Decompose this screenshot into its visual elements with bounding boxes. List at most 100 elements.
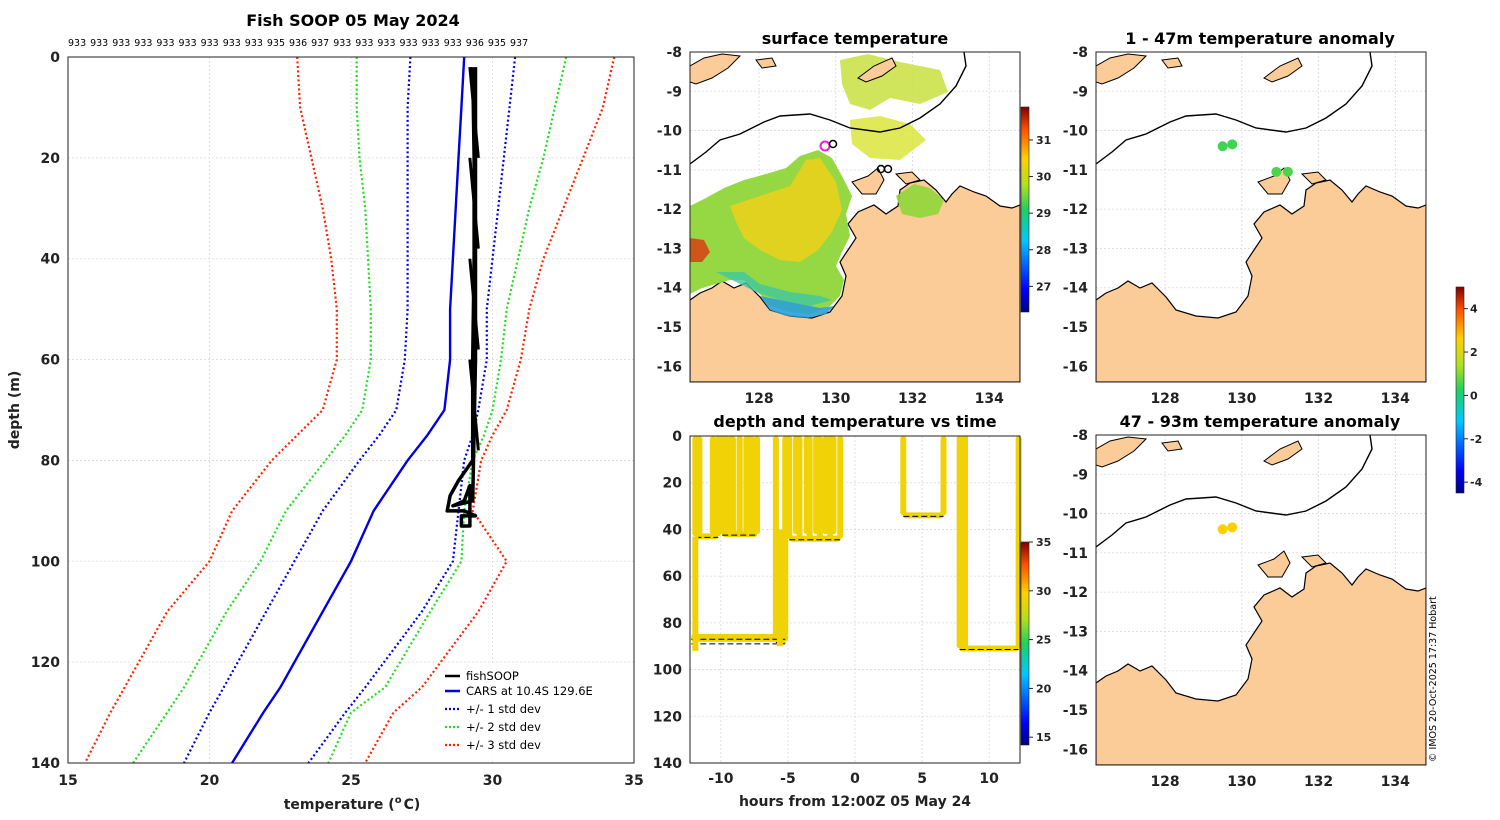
time-cast-deep xyxy=(692,536,699,651)
anom1-ytick: -9 xyxy=(1072,84,1088,100)
time-cast-extra xyxy=(709,436,716,535)
sst-ytick: -16 xyxy=(657,359,682,375)
sst-ytick: -8 xyxy=(666,45,682,61)
sst-ytick: -9 xyxy=(666,84,682,100)
time-cast-deep xyxy=(776,529,783,647)
time-ytick: 40 xyxy=(663,522,683,538)
anom2-panel: 47 - 93m temperature anomaly 128 130 132 13… xyxy=(1063,286,1483,790)
profile-top-label: 937 xyxy=(311,38,329,49)
sst-colorbar-label: 29 xyxy=(1036,207,1051,220)
anom1-contour xyxy=(1096,52,1373,165)
legend-cars: CARS at 10.4S 129.6E xyxy=(466,684,593,698)
profile-ytick: 120 xyxy=(31,655,60,671)
anom1-point xyxy=(1271,166,1282,177)
legend-1std: +/- 1 std dev xyxy=(466,702,541,716)
profile-top-label: 937 xyxy=(510,38,528,49)
time-cast-extra xyxy=(743,436,750,535)
time-session-floor xyxy=(959,645,1019,652)
profile-ylabel: depth (m) xyxy=(7,371,23,449)
profile-top-label: 933 xyxy=(422,38,440,49)
profile-top-label: 933 xyxy=(90,38,108,49)
anom2-island-mid2 xyxy=(1300,554,1327,568)
anom2-ytick: -16 xyxy=(1063,742,1088,758)
fishsoop-profile-trace xyxy=(468,359,480,451)
anom2-island-mid xyxy=(1257,550,1291,578)
time-cast xyxy=(837,436,844,539)
profile-title: Fish SOOP 05 May 2024 xyxy=(246,11,460,30)
sst-island-north xyxy=(690,53,742,85)
anom1-xtick: 130 xyxy=(1227,391,1256,407)
profile-legend: fishSOOP CARS at 10.4S 129.6E +/- 1 std … xyxy=(439,665,627,759)
anom2-ytick: -11 xyxy=(1063,546,1088,562)
sst-xtick: 128 xyxy=(744,391,773,407)
sst-marker-3 xyxy=(883,164,893,174)
anom-colorbar-label: 4 xyxy=(1470,303,1478,316)
profile-top-label: 935 xyxy=(488,38,506,49)
anom1-point xyxy=(1282,166,1293,177)
profile-top-label: 933 xyxy=(201,38,219,49)
credit-text: © IMOS 20-Oct-2025 17:37 Hobart xyxy=(1428,596,1439,762)
time-ytick: 20 xyxy=(663,476,683,492)
time-ytick: 80 xyxy=(663,616,683,632)
anom2-ytick: -9 xyxy=(1072,467,1088,483)
sst-land xyxy=(690,179,1020,382)
profile-top-label: 933 xyxy=(134,38,152,49)
sst-island-3 xyxy=(857,57,897,83)
sst-contour xyxy=(690,52,967,165)
time-cast-extra xyxy=(736,436,743,535)
anom1-point xyxy=(1227,139,1238,150)
time-xtick: 0 xyxy=(850,771,860,787)
anom1-title: 1 - 47m temperature anomaly xyxy=(1125,29,1395,48)
sst-colorbar-label: 27 xyxy=(1036,280,1051,293)
profile-panel: Fish SOOP 05 May 2024 933 933 933 933 933 933… xyxy=(7,11,644,813)
time-ytick: 140 xyxy=(653,756,682,772)
sst-ocean-east xyxy=(896,184,944,218)
sst-ticks: 128 130 132 134 -8 -9 -10 -11 -12 -13 -14 -15 -16 xyxy=(657,45,1004,407)
time-cast xyxy=(754,436,761,535)
profile-top-label: 933 xyxy=(355,38,373,49)
time-colorbar-label: 15 xyxy=(1036,731,1051,744)
anom2-island-3 xyxy=(1263,440,1303,466)
time-cast xyxy=(940,436,947,516)
anom2-xtick: 128 xyxy=(1150,774,1179,790)
profile-ytick: 100 xyxy=(31,554,60,570)
sst-ytick: -12 xyxy=(657,202,682,218)
profile-ytick: 0 xyxy=(50,50,60,66)
profile-top-labels: 933 933 933 933 933 933 933 933 933 935 936 937 933 9… xyxy=(68,38,528,49)
anom2-island-2 xyxy=(1161,440,1183,452)
anom2-axes-box xyxy=(1095,434,1427,766)
profile-top-label: 933 xyxy=(245,38,263,49)
time-data xyxy=(691,436,1022,652)
time-colorbar-label: 25 xyxy=(1036,634,1051,647)
profile-top-label: 933 xyxy=(179,38,197,49)
time-cast-extra xyxy=(696,436,703,535)
profile-ticks: 15 20 25 30 35 0 20 40 60 80 100 120 140 xyxy=(31,50,644,789)
anom1-axes-box xyxy=(1095,51,1427,383)
anom2-ytick: -15 xyxy=(1063,703,1088,719)
profile-axes-box xyxy=(67,56,635,764)
time-colorbar-label: 20 xyxy=(1036,682,1052,695)
time-xtick: -10 xyxy=(708,771,734,787)
anom1-ytick: -11 xyxy=(1063,163,1088,179)
anom-colorbar-label: 0 xyxy=(1470,389,1478,402)
sst-island-mid2 xyxy=(894,171,921,185)
anom2-xtick: 134 xyxy=(1381,774,1410,790)
sst-ytick: -11 xyxy=(657,163,682,179)
sst-title: surface temperature xyxy=(762,29,949,48)
anom1-map xyxy=(1096,52,1426,382)
time-ytick: 60 xyxy=(663,569,683,585)
time-cast-extra xyxy=(822,436,829,535)
profile-top-label: 933 xyxy=(223,38,241,49)
cars-minus-2std-line xyxy=(132,57,372,764)
time-cast-extra xyxy=(830,436,837,535)
profile-top-label: 933 xyxy=(156,38,174,49)
time-cast-extra xyxy=(748,436,755,535)
time-cast xyxy=(956,436,963,649)
anom2-map xyxy=(1096,435,1426,765)
time-cast xyxy=(900,436,907,516)
time-cast-extra xyxy=(792,436,799,535)
anom1-panel: 1 - 47m temperature anomaly 128 130 132 134… xyxy=(1063,29,1427,407)
cars-plus-2std-line xyxy=(327,56,568,764)
time-xlabel: hours from 12:00Z 05 May 24 xyxy=(739,794,971,810)
sst-ocean-north xyxy=(840,54,948,110)
